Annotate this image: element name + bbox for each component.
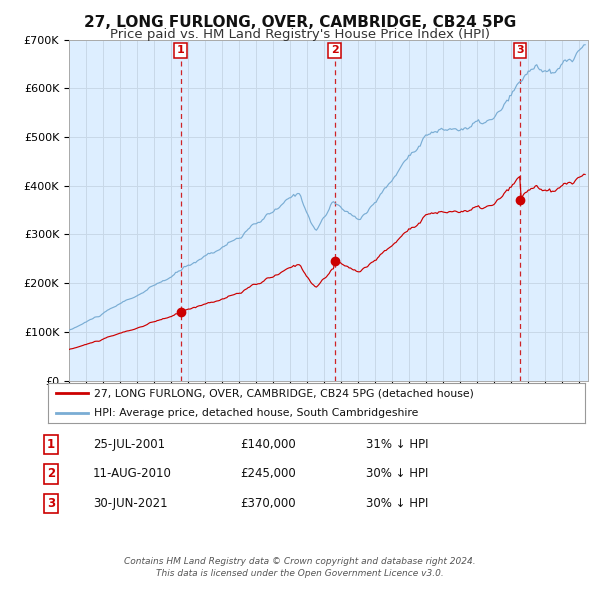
Text: 1: 1: [177, 45, 185, 55]
Text: 27, LONG FURLONG, OVER, CAMBRIDGE, CB24 5PG: 27, LONG FURLONG, OVER, CAMBRIDGE, CB24 …: [84, 15, 516, 30]
Text: 2: 2: [331, 45, 338, 55]
Text: This data is licensed under the Open Government Licence v3.0.: This data is licensed under the Open Gov…: [156, 569, 444, 578]
Text: 30% ↓ HPI: 30% ↓ HPI: [366, 467, 428, 480]
Text: 30% ↓ HPI: 30% ↓ HPI: [366, 497, 428, 510]
Text: £370,000: £370,000: [240, 497, 296, 510]
Text: 25-JUL-2001: 25-JUL-2001: [93, 438, 165, 451]
Text: 3: 3: [47, 497, 55, 510]
Text: 1: 1: [47, 438, 55, 451]
Text: Price paid vs. HM Land Registry's House Price Index (HPI): Price paid vs. HM Land Registry's House …: [110, 28, 490, 41]
Text: 31% ↓ HPI: 31% ↓ HPI: [366, 438, 428, 451]
Text: £140,000: £140,000: [240, 438, 296, 451]
Text: 30-JUN-2021: 30-JUN-2021: [93, 497, 167, 510]
Text: £245,000: £245,000: [240, 467, 296, 480]
Text: HPI: Average price, detached house, South Cambridgeshire: HPI: Average price, detached house, Sout…: [94, 408, 418, 418]
Text: Contains HM Land Registry data © Crown copyright and database right 2024.: Contains HM Land Registry data © Crown c…: [124, 557, 476, 566]
Text: 3: 3: [516, 45, 524, 55]
Text: 2: 2: [47, 467, 55, 480]
Text: 27, LONG FURLONG, OVER, CAMBRIDGE, CB24 5PG (detached house): 27, LONG FURLONG, OVER, CAMBRIDGE, CB24 …: [94, 388, 473, 398]
Text: 11-AUG-2010: 11-AUG-2010: [93, 467, 172, 480]
